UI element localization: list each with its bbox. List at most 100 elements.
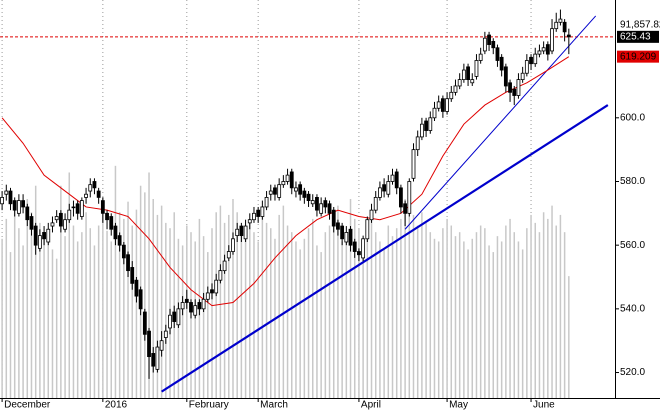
candle-body	[495, 47, 500, 61]
candle	[210, 283, 214, 300]
candle	[541, 41, 546, 55]
volume-bar	[207, 252, 209, 398]
candle	[113, 222, 118, 246]
candle	[382, 178, 387, 198]
candle	[403, 200, 408, 227]
candle	[260, 200, 265, 220]
candle	[440, 95, 445, 118]
volume-bar	[391, 236, 394, 398]
volume-bar	[538, 232, 541, 398]
candle-body	[239, 225, 244, 237]
volume-bar	[127, 201, 129, 398]
candle	[12, 197, 17, 217]
volume-bar	[320, 252, 322, 398]
volume-bar	[257, 241, 259, 398]
candle-body	[428, 117, 433, 131]
volume-bar	[228, 214, 230, 398]
candle	[419, 117, 424, 141]
candle-body	[361, 238, 366, 259]
candle	[151, 347, 156, 373]
ma-last-label: 619.209	[620, 51, 657, 62]
candle	[495, 44, 500, 67]
candle-body	[541, 47, 546, 52]
candle	[126, 251, 130, 278]
candle	[109, 213, 114, 236]
volume-bar	[534, 222, 536, 398]
volume-bar	[160, 205, 163, 398]
volume-bar	[123, 218, 125, 398]
candle-body	[344, 232, 349, 243]
candle-body	[21, 200, 25, 208]
candle	[340, 222, 345, 246]
candle	[189, 299, 193, 319]
volume-bar	[416, 225, 419, 398]
volume-bar	[1, 238, 3, 398]
candle	[524, 54, 529, 77]
volume-bar	[34, 185, 37, 398]
candle	[457, 73, 462, 90]
candle	[478, 47, 483, 64]
candle	[0, 191, 4, 211]
candle-body	[516, 79, 521, 96]
candle-body	[487, 34, 491, 45]
candle-body	[449, 91, 454, 100]
candle	[105, 210, 109, 230]
volume-bar	[236, 212, 238, 398]
candle	[550, 19, 554, 55]
candle-body	[411, 149, 416, 179]
volume-bar	[307, 228, 310, 398]
candle	[331, 206, 336, 233]
candle-body	[302, 190, 307, 198]
volume-bar	[328, 225, 331, 398]
candle-body	[432, 107, 437, 119]
volume-bar	[408, 205, 411, 398]
volume-bar	[144, 192, 146, 398]
candle-body	[550, 28, 554, 52]
volume-bar	[505, 225, 507, 398]
candle-body	[440, 98, 445, 112]
candle-body	[218, 270, 223, 281]
volume-bar	[148, 172, 150, 398]
volume-bar	[509, 218, 511, 398]
candle	[197, 299, 202, 316]
volume-bar	[429, 232, 432, 398]
volume-bar	[471, 238, 474, 398]
candle	[159, 331, 164, 357]
volume-bar	[85, 212, 87, 398]
candle-body	[436, 101, 441, 109]
volume-bar	[324, 232, 327, 398]
candle-body	[529, 56, 533, 65]
candle	[487, 31, 491, 51]
volume-bar	[89, 228, 92, 398]
candle-body	[113, 225, 118, 240]
x-tick-label: May	[449, 400, 468, 411]
volume-bar	[22, 245, 24, 398]
candle	[21, 194, 25, 214]
candle	[470, 73, 475, 86]
volume-bar	[165, 222, 167, 398]
candle	[252, 206, 256, 223]
volume-bar	[102, 196, 104, 398]
volume-bar	[282, 205, 285, 398]
candle	[239, 222, 244, 242]
candle-body	[281, 181, 286, 186]
candle	[336, 219, 340, 236]
candle	[235, 222, 240, 242]
candle-body	[130, 267, 135, 284]
volume-bar	[13, 205, 16, 398]
candle	[84, 187, 88, 204]
volume-bar	[450, 225, 453, 398]
candle	[71, 200, 76, 217]
candle-body	[537, 50, 542, 55]
x-tick-label: 2016	[105, 400, 128, 411]
candle-body	[231, 238, 235, 252]
candle-body	[352, 241, 357, 252]
volume-bar	[492, 252, 495, 398]
candle	[142, 308, 147, 341]
candle-body	[193, 305, 198, 316]
candle	[432, 101, 437, 121]
volume-bar	[379, 241, 381, 398]
candle-body	[474, 60, 479, 77]
volume-bar	[551, 205, 553, 398]
volume-bar	[97, 225, 100, 398]
